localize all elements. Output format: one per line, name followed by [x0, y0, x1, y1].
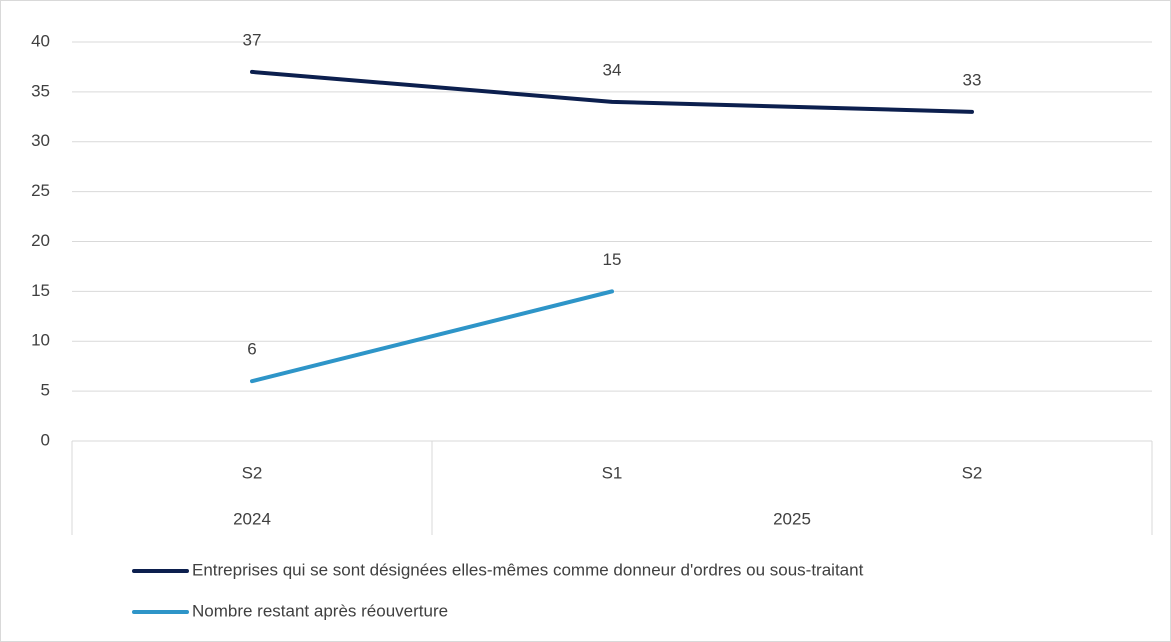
legend-label: Entreprises qui se sont désignées elles-…	[192, 560, 864, 579]
y-tick-label: 30	[31, 131, 50, 150]
data-label: 33	[963, 70, 982, 89]
legend-label: Nombre restant après réouverture	[192, 601, 448, 620]
y-tick-label: 25	[31, 181, 50, 200]
data-label: 37	[243, 30, 262, 49]
series-line	[250, 289, 614, 384]
y-tick-label: 15	[31, 281, 50, 300]
y-tick-label: 10	[31, 331, 50, 350]
x-group-label: 2024	[233, 509, 271, 528]
y-tick-label: 20	[31, 231, 50, 250]
y-tick-label: 5	[41, 381, 50, 400]
y-tick-label: 35	[31, 81, 50, 100]
data-label: 15	[603, 250, 622, 269]
x-group-label: 2025	[773, 509, 811, 528]
x-tick-label: S2	[242, 463, 263, 482]
series-line	[250, 69, 974, 114]
data-label: 34	[603, 60, 622, 79]
y-tick-label: 0	[41, 430, 50, 449]
y-tick-label: 40	[31, 31, 50, 50]
data-label: 6	[247, 340, 256, 359]
x-tick-label: S1	[602, 463, 623, 482]
x-tick-label: S2	[962, 463, 983, 482]
